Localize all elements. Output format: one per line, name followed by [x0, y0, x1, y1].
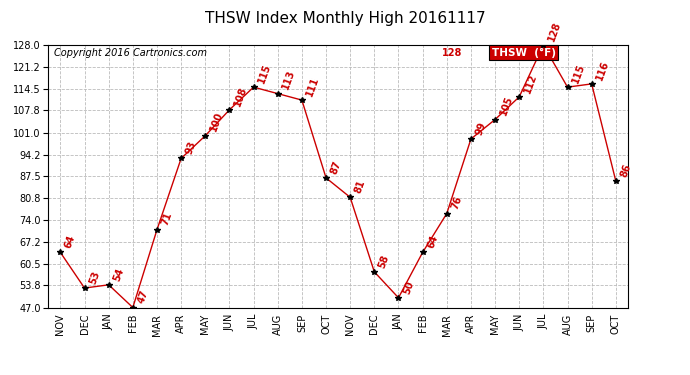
- Text: 108: 108: [233, 85, 248, 107]
- Text: 100: 100: [208, 111, 224, 133]
- Text: 50: 50: [402, 279, 415, 295]
- Text: 115: 115: [571, 62, 586, 84]
- Text: THSW Index Monthly High 20161117: THSW Index Monthly High 20161117: [205, 11, 485, 26]
- Text: 113: 113: [281, 69, 297, 91]
- Text: 53: 53: [88, 269, 101, 285]
- Text: 105: 105: [498, 94, 514, 117]
- Text: 71: 71: [160, 211, 174, 227]
- Text: 87: 87: [329, 159, 343, 175]
- Text: 64: 64: [63, 234, 77, 250]
- Text: 116: 116: [595, 59, 611, 81]
- Text: 128: 128: [442, 48, 463, 58]
- Text: 54: 54: [112, 266, 126, 282]
- Text: 81: 81: [353, 178, 367, 195]
- Text: 47: 47: [136, 289, 150, 305]
- Text: 115: 115: [257, 62, 273, 84]
- Text: 93: 93: [184, 140, 198, 156]
- Text: 64: 64: [426, 234, 440, 250]
- Text: 86: 86: [619, 162, 633, 178]
- Text: 99: 99: [474, 120, 488, 136]
- Text: 112: 112: [522, 72, 538, 94]
- Text: 128: 128: [546, 20, 562, 42]
- Text: 58: 58: [377, 253, 391, 269]
- Text: Copyright 2016 Cartronics.com: Copyright 2016 Cartronics.com: [54, 48, 207, 58]
- Text: 111: 111: [305, 75, 321, 98]
- Text: 76: 76: [450, 195, 464, 211]
- Text: THSW  (°F): THSW (°F): [492, 48, 555, 58]
